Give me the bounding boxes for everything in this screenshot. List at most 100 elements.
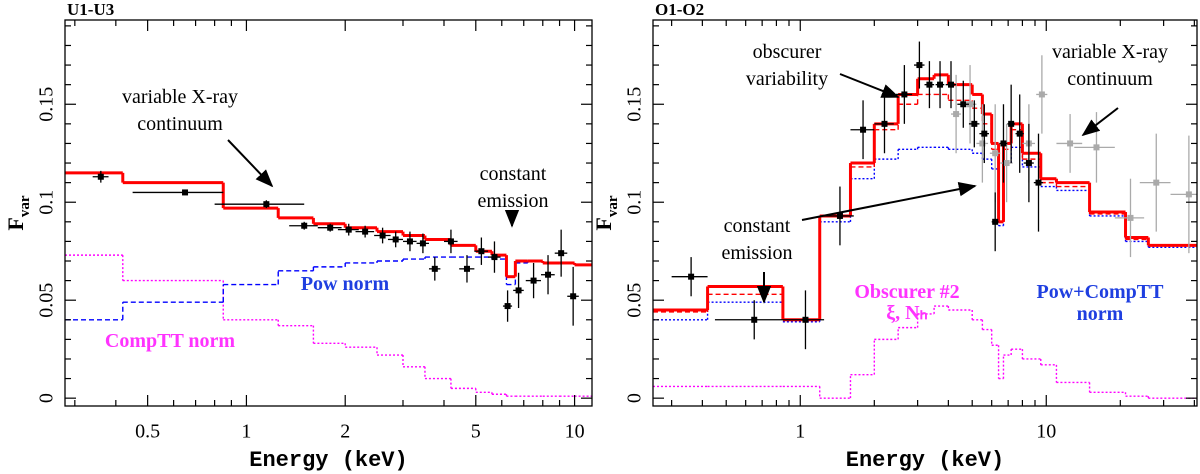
data-point: [989, 104, 1001, 203]
annotation-arrow: [801, 182, 977, 221]
point-marker: [504, 303, 511, 310]
data-point: [999, 104, 1008, 183]
y-axis-label-main: F: [591, 217, 616, 230]
point-marker: [981, 130, 988, 137]
annotation-arrow: [839, 73, 900, 98]
annotation: CompTT norm: [105, 330, 236, 352]
data-point: [317, 223, 342, 232]
y-tick-label: 0: [624, 393, 646, 403]
data-point: [914, 41, 925, 89]
point-marker: [881, 120, 888, 127]
data-point: [554, 229, 568, 277]
data-point: [1007, 84, 1015, 164]
data-point: [540, 255, 555, 295]
point-marker: [802, 316, 809, 323]
point-marker: [182, 189, 189, 196]
data-point: [513, 272, 524, 309]
annotation: norm: [1077, 303, 1124, 325]
point-marker: [948, 81, 955, 88]
data-point: [92, 170, 109, 183]
point-marker: [478, 248, 485, 255]
data-point: [824, 186, 854, 246]
data-point: [976, 104, 989, 183]
point-marker: [1153, 179, 1160, 186]
model-step: [65, 171, 592, 279]
annotation: variability: [746, 68, 828, 90]
point-marker: [1035, 179, 1042, 186]
point-marker: [97, 173, 104, 180]
point-marker: [392, 236, 399, 243]
annotation-arrow: [1081, 107, 1119, 137]
x-tick-label: 0.5: [135, 421, 160, 443]
data-point: [782, 290, 825, 350]
plot-area: [65, 170, 592, 397]
data-point: [355, 225, 375, 238]
point-marker: [447, 238, 454, 245]
panel-title: U1-U3: [67, 0, 114, 19]
annotation: obscurer: [753, 41, 822, 63]
point-marker: [937, 81, 944, 88]
annotation: constant: [480, 163, 547, 185]
data-point: [1170, 135, 1197, 254]
plot-area: [653, 41, 1197, 399]
data-point: [945, 61, 957, 109]
y-axis-label: Fvar: [3, 195, 33, 230]
point-marker: [979, 140, 986, 147]
data-point: [968, 100, 980, 148]
x-axis-label: Energy (keV): [846, 448, 1004, 473]
point-marker: [1003, 160, 1010, 167]
point-marker: [301, 222, 308, 229]
y-tick-label: 0.05: [36, 283, 58, 318]
point-marker: [1008, 120, 1015, 127]
data-point: [428, 257, 441, 281]
y-tick-label: 0: [36, 393, 58, 403]
y-tick-label: 0.05: [624, 283, 646, 318]
point-marker: [1067, 140, 1074, 147]
data-point: [924, 61, 935, 109]
x-tick-label: 1: [241, 421, 251, 443]
point-marker: [992, 218, 999, 225]
point-marker: [379, 232, 386, 239]
x-tick-label: 10: [565, 421, 585, 443]
plot-frame: [652, 19, 1198, 407]
point-marker: [926, 81, 933, 88]
y-tick-label: 0.1: [624, 190, 646, 215]
point-marker: [751, 316, 758, 323]
point-marker: [860, 126, 867, 133]
point-marker: [1016, 130, 1023, 137]
model-step: [653, 305, 1197, 399]
data-point: [874, 94, 894, 154]
point-marker: [545, 271, 552, 278]
x-axis-label: Energy (keV): [249, 448, 407, 473]
x-tick-label: 2: [340, 421, 350, 443]
point-marker: [1093, 144, 1100, 151]
point-marker: [916, 62, 923, 69]
annotation: emission: [721, 242, 792, 264]
point-marker: [558, 250, 565, 257]
data-point: [416, 233, 429, 254]
point-marker: [1000, 140, 1007, 147]
y-axis-label-main: F: [3, 217, 28, 230]
point-marker: [967, 101, 974, 108]
point-marker: [530, 277, 537, 284]
y-axis-label-sub: var: [605, 195, 621, 217]
data-point: [979, 104, 989, 164]
data-point: [567, 266, 579, 326]
data-point: [337, 223, 359, 236]
data-point: [387, 231, 403, 248]
y-axis-label-sub: var: [17, 195, 33, 217]
point-marker: [463, 265, 470, 272]
point-marker: [263, 201, 270, 208]
point-marker: [901, 91, 908, 98]
x-tick-label: 1: [795, 421, 805, 443]
data-point: [957, 80, 969, 128]
data-point: [1036, 55, 1048, 134]
annotation-arrow: [227, 139, 274, 188]
point-marker: [515, 287, 522, 294]
plot-frame: [64, 19, 593, 407]
point-marker: [688, 273, 695, 280]
point-marker: [836, 212, 843, 219]
data-point: [1074, 112, 1115, 183]
data-point: [671, 257, 708, 297]
